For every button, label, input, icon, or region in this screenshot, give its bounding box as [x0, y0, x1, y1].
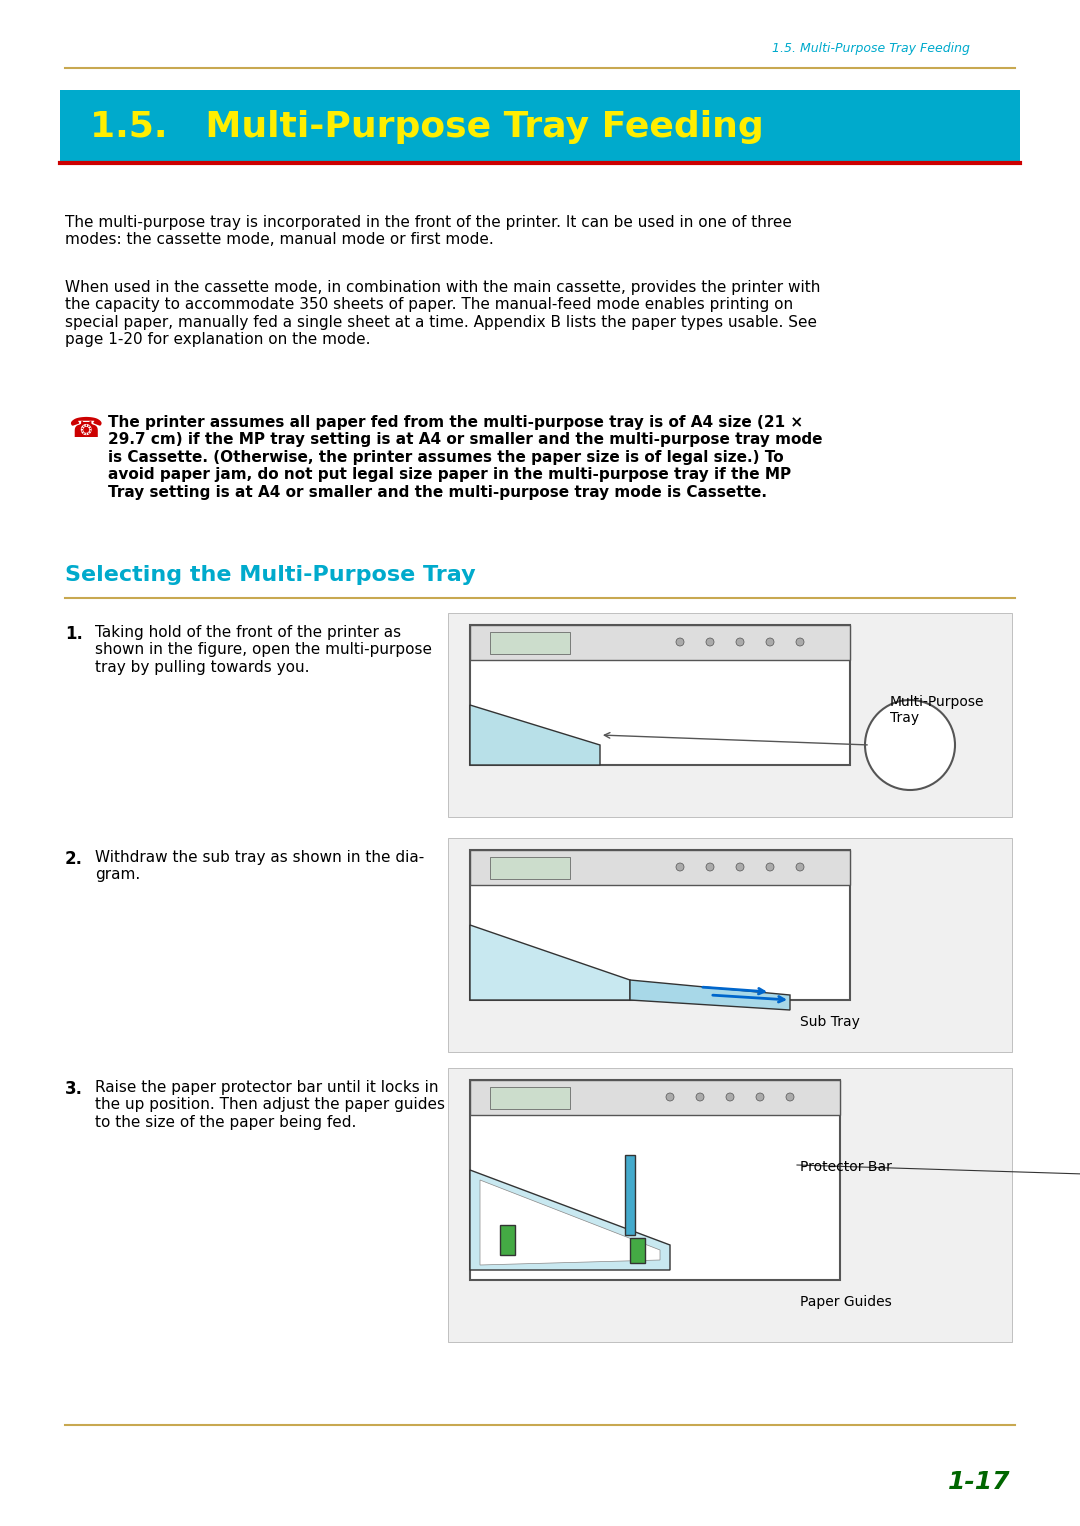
- Text: Taking hold of the front of the printer as
shown in the figure, open the multi-p: Taking hold of the front of the printer …: [95, 626, 432, 674]
- Circle shape: [796, 864, 804, 871]
- Text: The printer assumes all paper fed from the multi-purpose tray is of A4 size (21 : The printer assumes all paper fed from t…: [108, 415, 823, 499]
- Circle shape: [676, 864, 684, 871]
- FancyBboxPatch shape: [490, 1087, 570, 1109]
- FancyBboxPatch shape: [448, 838, 1012, 1051]
- FancyBboxPatch shape: [470, 850, 850, 885]
- FancyBboxPatch shape: [60, 90, 1020, 162]
- Text: Raise the paper protector bar until it locks in
the up position. Then adjust the: Raise the paper protector bar until it l…: [95, 1080, 445, 1129]
- Text: Multi-Purpose
Tray: Multi-Purpose Tray: [890, 694, 985, 725]
- Text: ☎: ☎: [68, 415, 103, 443]
- FancyBboxPatch shape: [470, 626, 850, 765]
- FancyBboxPatch shape: [448, 1068, 1012, 1341]
- Circle shape: [766, 864, 774, 871]
- FancyBboxPatch shape: [470, 626, 850, 661]
- Circle shape: [666, 1093, 674, 1100]
- Text: Paper Guides: Paper Guides: [800, 1296, 892, 1309]
- Text: Withdraw the sub tray as shown in the dia-
gram.: Withdraw the sub tray as shown in the di…: [95, 850, 424, 882]
- Circle shape: [796, 638, 804, 645]
- FancyBboxPatch shape: [490, 632, 570, 655]
- Text: Selecting the Multi-Purpose Tray: Selecting the Multi-Purpose Tray: [65, 565, 475, 584]
- Text: 3.: 3.: [65, 1080, 83, 1099]
- Polygon shape: [630, 980, 789, 1010]
- FancyBboxPatch shape: [448, 613, 1012, 816]
- Circle shape: [706, 864, 714, 871]
- Text: 1.5. Multi-Purpose Tray Feeding: 1.5. Multi-Purpose Tray Feeding: [772, 43, 970, 55]
- Text: 1-17: 1-17: [947, 1470, 1010, 1494]
- FancyBboxPatch shape: [500, 1225, 515, 1254]
- Circle shape: [735, 864, 744, 871]
- Circle shape: [766, 638, 774, 645]
- FancyBboxPatch shape: [470, 850, 850, 1000]
- Circle shape: [706, 638, 714, 645]
- Text: 1.5.   Multi-Purpose Tray Feeding: 1.5. Multi-Purpose Tray Feeding: [90, 110, 764, 143]
- Text: The multi-purpose tray is incorporated in the front of the printer. It can be us: The multi-purpose tray is incorporated i…: [65, 215, 792, 247]
- Polygon shape: [470, 1170, 670, 1270]
- Circle shape: [756, 1093, 764, 1100]
- Polygon shape: [480, 1180, 660, 1265]
- FancyBboxPatch shape: [490, 858, 570, 879]
- Circle shape: [696, 1093, 704, 1100]
- Polygon shape: [470, 705, 600, 765]
- Circle shape: [865, 700, 955, 790]
- FancyBboxPatch shape: [470, 1080, 840, 1280]
- FancyBboxPatch shape: [470, 1080, 840, 1116]
- Text: When used in the cassette mode, in combination with the main cassette, provides : When used in the cassette mode, in combi…: [65, 279, 821, 348]
- FancyBboxPatch shape: [625, 1155, 635, 1235]
- Text: 1.: 1.: [65, 626, 83, 642]
- FancyBboxPatch shape: [630, 1238, 645, 1264]
- Circle shape: [726, 1093, 734, 1100]
- Text: 2.: 2.: [65, 850, 83, 868]
- Text: Sub Tray: Sub Tray: [800, 1015, 860, 1029]
- Circle shape: [676, 638, 684, 645]
- Circle shape: [735, 638, 744, 645]
- Circle shape: [786, 1093, 794, 1100]
- Polygon shape: [470, 925, 630, 1000]
- Text: Protector Bar: Protector Bar: [800, 1160, 892, 1173]
